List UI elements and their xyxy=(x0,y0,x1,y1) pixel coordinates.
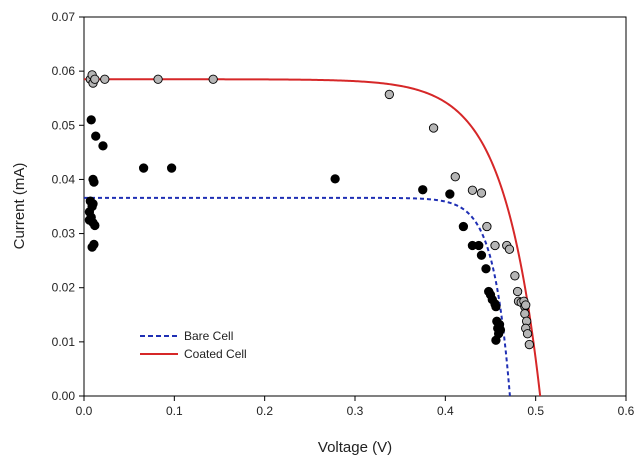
data-point-bare-cell xyxy=(491,302,501,312)
y-axis-label: Current (mA) xyxy=(11,163,28,250)
data-points xyxy=(84,70,534,350)
data-point-coated-cell xyxy=(467,185,478,195)
data-point-coated-cell xyxy=(524,339,534,350)
data-point-bare-cell xyxy=(88,199,98,209)
y-tick-label: 0.06 xyxy=(52,64,76,78)
data-point-coated-cell xyxy=(208,74,218,84)
data-point-bare-cell xyxy=(89,177,99,187)
data-point-coated-cell xyxy=(512,286,523,297)
data-point-coated-cell xyxy=(504,244,515,254)
y-tick-label: 0.00 xyxy=(52,389,76,403)
data-point-coated-cell xyxy=(476,188,487,198)
data-point-coated-cell xyxy=(510,271,520,281)
data-point-bare-cell xyxy=(474,240,484,251)
plot-frame xyxy=(83,16,627,397)
y-tick-label: 0.04 xyxy=(52,172,76,186)
x-axis-label: Voltage (V) xyxy=(318,439,392,456)
data-point-coated-cell xyxy=(384,89,394,100)
data-point-bare-cell xyxy=(476,250,487,260)
data-point-coated-cell xyxy=(450,172,460,182)
x-tick-label: 0.2 xyxy=(256,404,273,418)
legend-label-bare-cell: Bare Cell xyxy=(184,329,233,343)
series-line-coated-cell xyxy=(84,78,542,397)
data-point-coated-cell xyxy=(428,123,439,133)
data-point-bare-cell xyxy=(491,335,501,345)
data-point-bare-cell xyxy=(138,163,149,173)
data-point-bare-cell xyxy=(418,185,428,195)
data-point-coated-cell xyxy=(482,221,492,232)
data-point-coated-cell xyxy=(90,74,100,84)
data-point-coated-cell xyxy=(100,74,110,84)
data-point-coated-cell xyxy=(522,329,533,339)
x-tick-label: 0.4 xyxy=(437,404,454,418)
data-point-bare-cell xyxy=(84,215,95,225)
x-tick-label: 0.6 xyxy=(618,404,634,418)
data-point-bare-cell xyxy=(495,325,506,335)
axis-ticks: 0.0 0.1 0.2 0.3 0.4 0.5 0.6 0.00 0.01 0.02 0.03 0.0… xyxy=(52,10,634,418)
y-tick-label: 0.02 xyxy=(52,281,76,295)
data-point-bare-cell xyxy=(445,189,455,199)
series-line-bare-cell xyxy=(84,196,511,397)
legend-label-coated-cell: Coated Cell xyxy=(184,347,247,361)
data-point-bare-cell xyxy=(86,115,96,125)
data-point-bare-cell xyxy=(90,220,100,231)
x-tick-label: 0.1 xyxy=(166,404,183,418)
y-tick-label: 0.07 xyxy=(52,10,76,24)
data-point-bare-cell xyxy=(330,174,340,184)
y-tick-label: 0.05 xyxy=(52,118,76,132)
y-tick-label: 0.03 xyxy=(52,227,76,241)
series-lines xyxy=(84,78,542,397)
x-tick-label: 0.0 xyxy=(76,404,93,418)
y-tick-label: 0.01 xyxy=(52,335,76,349)
x-tick-label: 0.3 xyxy=(347,404,364,418)
data-point-bare-cell xyxy=(98,141,108,151)
x-tick-label: 0.5 xyxy=(527,404,544,418)
data-point-coated-cell xyxy=(490,240,500,251)
data-point-bare-cell xyxy=(166,163,177,173)
data-point-coated-cell xyxy=(521,300,531,310)
data-point-bare-cell xyxy=(458,221,469,232)
data-point-coated-cell xyxy=(520,309,530,319)
data-point-bare-cell xyxy=(89,239,99,250)
data-point-bare-cell xyxy=(481,264,491,274)
legend: Bare Cell Coated Cell xyxy=(140,329,247,361)
data-point-bare-cell xyxy=(91,131,101,141)
data-point-coated-cell xyxy=(153,74,163,84)
